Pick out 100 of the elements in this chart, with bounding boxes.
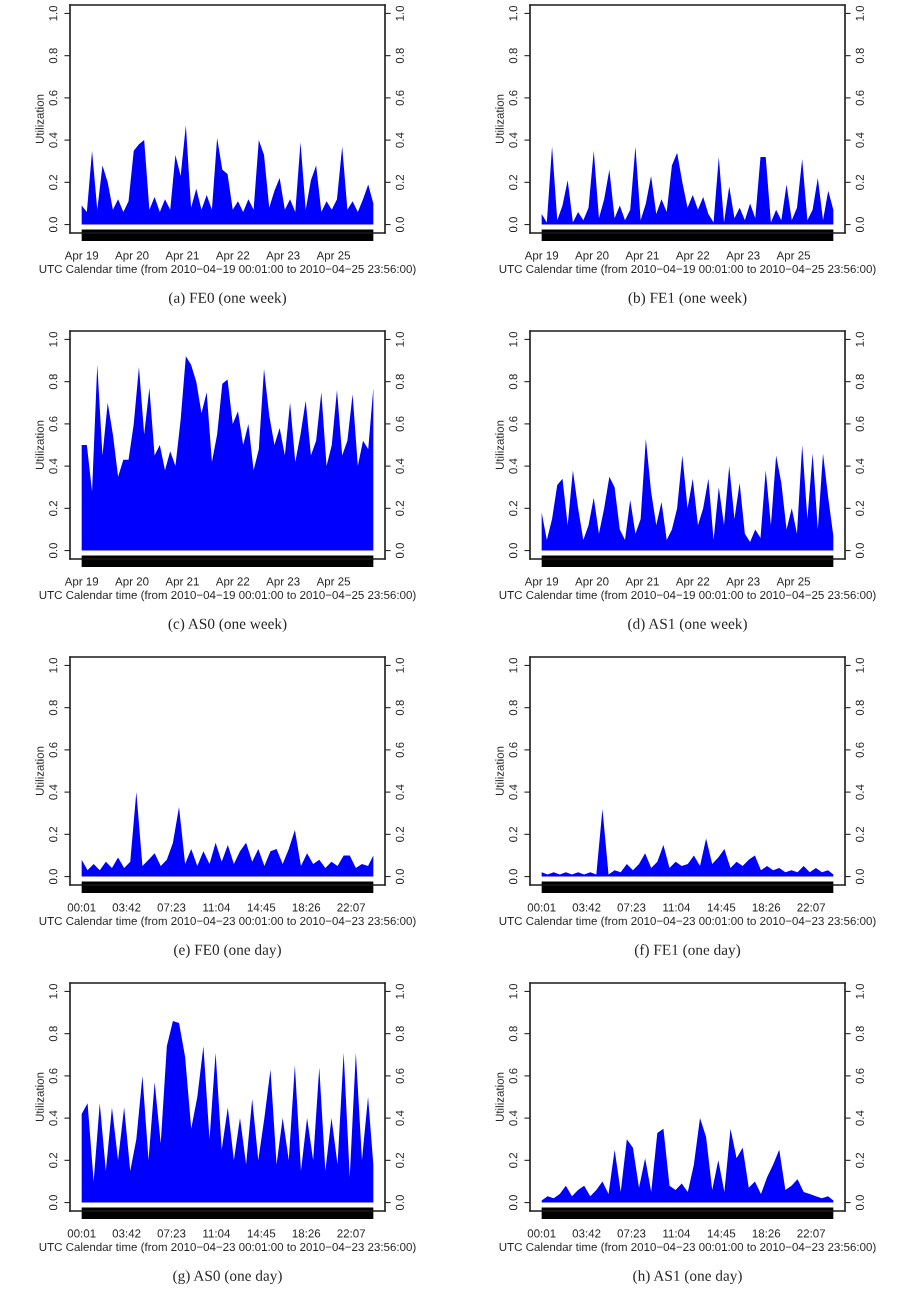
y-tick-label: 0.6	[509, 742, 518, 758]
y2-tick-label: 0.4	[855, 1110, 864, 1126]
y2-tick-label: 0.0	[395, 1194, 404, 1211]
x-tick-label: 14:45	[707, 1229, 736, 1238]
y2-tick-label: 1.0	[395, 657, 404, 673]
text: (f) FE1 (one day)	[634, 944, 741, 959]
y2-tick-label: 0.2	[855, 500, 864, 516]
x-tick-label: Apr 23	[266, 251, 300, 262]
x-tick-label: 11:04	[203, 903, 231, 912]
y2-tick-label: 0.6	[395, 416, 404, 432]
y-tick-label: 1.0	[509, 5, 518, 21]
y-tick-label: 0.0	[509, 542, 518, 559]
x-tick-label: Apr 21	[165, 577, 199, 588]
y2-tick-label: 0.6	[855, 1068, 864, 1084]
y-tick-label: 0.4	[509, 458, 518, 474]
x-tick-label: 22:07	[797, 1229, 826, 1238]
y-tick-label: 1.0	[49, 657, 58, 673]
x-axis-title: UTC Calendar time (from 2010−04−19 00:01:00 to 2010−04−25 23:56:00)	[39, 264, 416, 276]
x-tick-label: 07:23	[617, 1229, 646, 1238]
y-tick-label: 1.0	[509, 983, 518, 999]
text: (a) FE0 (one week)	[169, 292, 286, 307]
y-tick-label: 0.8	[49, 48, 58, 64]
y2-tick-label: 0.2	[395, 826, 404, 842]
y2-tick-label: 0.6	[855, 90, 864, 106]
y-tick-label: 0.8	[49, 374, 58, 390]
y-tick-label: 0.0	[49, 868, 58, 885]
y2-tick-label: 0.2	[395, 500, 404, 516]
y-tick-label: 1.0	[49, 5, 58, 21]
x-tick-label: 11:04	[203, 1229, 231, 1238]
y-tick-label: 0.8	[509, 374, 518, 390]
y-tick-label: 0.8	[49, 700, 58, 716]
x-tick-label: Apr 23	[726, 251, 760, 262]
x-axis-title: UTC Calendar time (from 2010−04−19 00:01:00 to 2010−04−25 23:56:00)	[39, 590, 416, 602]
y-axis-title: Utilization	[35, 1072, 44, 1122]
y2-tick-label: 1.0	[395, 5, 404, 21]
x-tick-label: 07:23	[157, 903, 186, 912]
y-tick-label: 0.0	[509, 868, 518, 885]
x-tick-label: 00:01	[527, 1229, 556, 1238]
x-tick-label: 03:42	[572, 903, 601, 912]
x-tick-label: Apr 20	[115, 251, 149, 262]
y-axis-title: Utilization	[495, 94, 504, 144]
y2-tick-label: 1.0	[855, 657, 864, 673]
x-tick-label: Apr 19	[64, 251, 99, 262]
y2-tick-label: 0.4	[395, 132, 404, 148]
y-axis-title: Utilization	[495, 420, 504, 470]
y2-tick-label: 0.4	[855, 784, 864, 800]
y-tick-label: 0.6	[49, 1068, 58, 1084]
y2-tick-label: 0.8	[395, 48, 404, 64]
x-tick-label: 07:23	[157, 1229, 186, 1238]
x-tick-label: Apr 22	[675, 251, 710, 262]
y-tick-label: 0.8	[509, 1026, 518, 1042]
x-tick-label: Apr 25	[316, 577, 351, 588]
x-tick-label: Apr 22	[215, 577, 250, 588]
y2-tick-label: 1.0	[395, 983, 404, 999]
y-axis-title: Utilization	[495, 746, 504, 796]
x-tick-label: Apr 21	[625, 251, 659, 262]
text: (c) AS0 (one week)	[168, 618, 287, 633]
text: (h) AS1 (one day)	[633, 1270, 742, 1285]
x-tick-label: 22:07	[337, 903, 366, 912]
y2-tick-label: 1.0	[395, 331, 404, 347]
y-tick-label: 0.0	[49, 542, 58, 559]
x-tick-label: 22:07	[337, 1229, 366, 1238]
y2-tick-label: 1.0	[855, 5, 864, 21]
x-tick-label: Apr 21	[165, 251, 199, 262]
y2-tick-label: 0.0	[395, 868, 404, 885]
y-tick-label: 0.4	[509, 1110, 518, 1126]
y2-tick-label: 0.8	[395, 700, 404, 716]
y-tick-label: 0.2	[49, 500, 58, 516]
y2-tick-label: 0.0	[395, 216, 404, 233]
y-tick-label: 0.2	[509, 500, 518, 516]
y-tick-label: 0.4	[49, 1110, 58, 1126]
y-tick-label: 1.0	[49, 983, 58, 999]
y-axis-title: Utilization	[35, 420, 44, 470]
y-tick-label: 0.0	[509, 1194, 518, 1211]
y2-tick-label: 0.4	[395, 784, 404, 800]
y-tick-label: 0.2	[49, 174, 58, 190]
y-tick-label: 0.4	[509, 784, 518, 800]
y-tick-label: 0.6	[49, 742, 58, 758]
y2-tick-label: 0.8	[855, 374, 864, 390]
text: (g) AS0 (one day)	[173, 1270, 282, 1285]
x-tick-label: 07:23	[617, 903, 646, 912]
x-tick-label: 18:26	[292, 903, 321, 912]
y-tick-label: 0.4	[49, 132, 58, 148]
x-tick-label: Apr 20	[575, 577, 609, 588]
x-axis-title: UTC Calendar time (from 2010−04−23 00:01:00 to 2010−04−23 23:56:00)	[39, 1242, 416, 1254]
x-tick-label: 14:45	[247, 903, 276, 912]
y2-tick-label: 0.2	[855, 174, 864, 190]
y2-tick-label: 0.6	[855, 416, 864, 432]
y-tick-label: 0.4	[49, 784, 58, 800]
y2-tick-label: 0.8	[855, 700, 864, 716]
y2-tick-label: 0.0	[395, 542, 404, 559]
x-tick-label: Apr 22	[215, 251, 250, 262]
x-axis-title: UTC Calendar time (from 2010−04−23 00:01:00 to 2010−04−23 23:56:00)	[39, 916, 416, 928]
y-tick-label: 0.8	[509, 700, 518, 716]
y-tick-label: 1.0	[509, 331, 518, 347]
y2-tick-label: 0.0	[855, 1194, 864, 1211]
y-tick-label: 0.6	[509, 90, 518, 106]
x-tick-label: 14:45	[707, 903, 736, 912]
x-axis-title: UTC Calendar time (from 2010−04−19 00:01:00 to 2010−04−25 23:56:00)	[499, 264, 876, 276]
y2-tick-label: 0.4	[855, 458, 864, 474]
